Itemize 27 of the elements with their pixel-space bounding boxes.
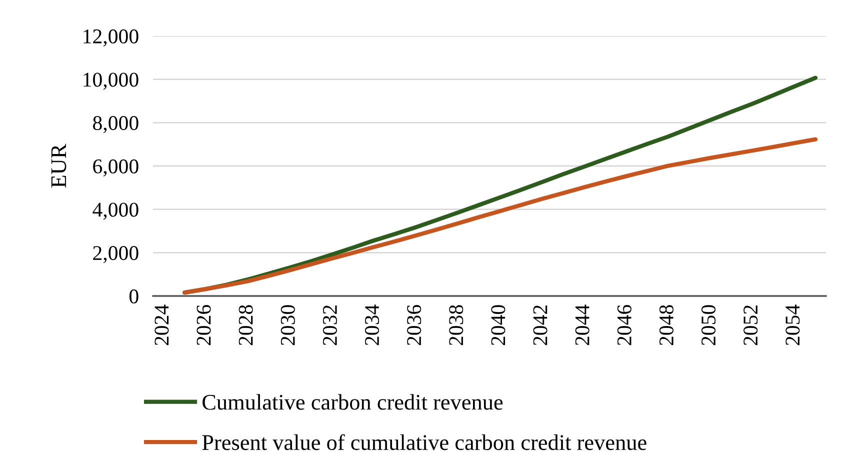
x-tick-label: 2048 xyxy=(659,305,674,346)
x-tick-label: 2054 xyxy=(786,304,800,346)
x-tick-label: 2030 xyxy=(280,305,295,346)
legend-label: Present value of cumulative carbon credit revenue xyxy=(202,434,646,450)
x-tick-label: 2032 xyxy=(322,305,337,346)
x-tick-label: 2038 xyxy=(449,305,464,346)
y-tick-label: 10,000 xyxy=(84,72,138,90)
y-axis-title: EUR xyxy=(51,144,66,188)
y-tick-label: 12,000 xyxy=(84,29,138,46)
y-tick-label: 8,000 xyxy=(93,116,138,134)
x-tick-label: 2028 xyxy=(238,305,253,346)
x-tick-label: 2034 xyxy=(364,304,380,346)
x-tick-label: 2042 xyxy=(533,305,548,346)
y-tick-label: 6,000 xyxy=(93,159,138,176)
x-tick-label: 2036 xyxy=(407,304,422,346)
x-tick-label: 2026 xyxy=(196,304,211,346)
x-tick-label: 2046 xyxy=(617,304,632,346)
line-series xyxy=(182,137,818,295)
x-tick-label: 2024 xyxy=(154,304,169,346)
x-tick-label: 2052 xyxy=(744,305,758,346)
legend-label: Cumulative carbon credit revenue xyxy=(202,394,503,410)
x-tick-label: 2050 xyxy=(701,305,716,346)
x-tick-label: 2040 xyxy=(491,305,506,346)
y-tick-label: 4,000 xyxy=(92,202,138,220)
y-tick-label: 2,000 xyxy=(93,246,138,264)
y-tick-label: 0 xyxy=(129,289,138,304)
x-tick-label: 2044 xyxy=(575,304,590,346)
